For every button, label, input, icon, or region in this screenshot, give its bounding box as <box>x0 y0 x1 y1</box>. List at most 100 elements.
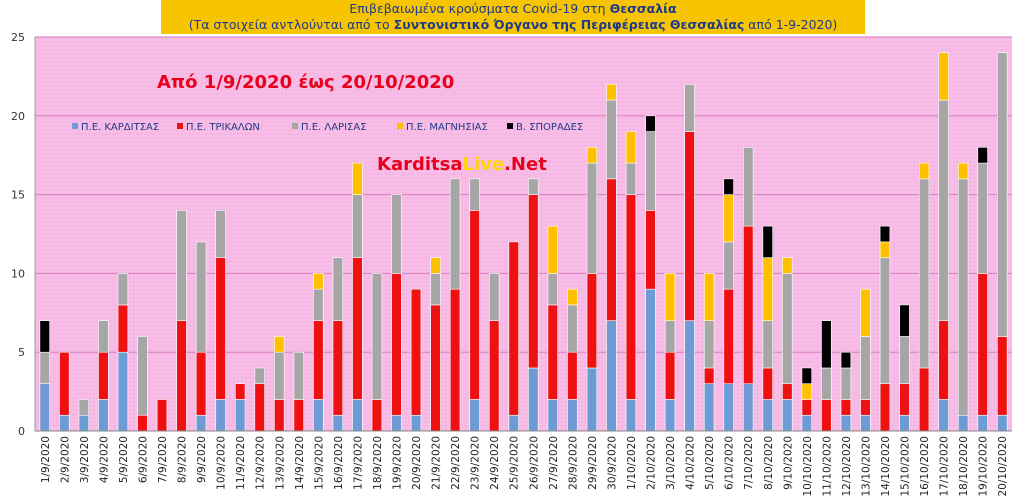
bar-segment-1-15 <box>332 320 344 416</box>
x-tick-label: 17/9/2020 <box>352 436 364 490</box>
x-tick-label: 20/10/2020 <box>997 436 1009 497</box>
x-tick-label: 24/9/2020 <box>489 436 501 490</box>
x-tick-label: 3/9/2020 <box>79 436 91 483</box>
bar-segment-0-18 <box>391 414 402 432</box>
bar-segment-2-13 <box>293 351 304 400</box>
bar-segment-0-22 <box>469 399 480 432</box>
bar-segment-1-30 <box>625 194 637 400</box>
bar-segment-0-16 <box>352 399 363 432</box>
bar-segment-0-38 <box>782 399 793 432</box>
bar-segment-1-33 <box>684 131 695 321</box>
x-axis: 1/9/2020 2/9/2020 3/9/2020 4/9/2020 5/9/2020… <box>35 430 1012 497</box>
bar-segment-1-14 <box>313 320 324 400</box>
bar-segment-2-32 <box>664 320 676 353</box>
bar-segment-2-48 <box>977 162 988 274</box>
bar-segment-3-30 <box>625 131 637 164</box>
x-tick-label: 16/9/2020 <box>333 436 345 490</box>
bar-segment-0-0 <box>39 383 50 432</box>
brand-part-1: Karditsa <box>377 154 463 175</box>
bar-segment-2-30 <box>625 162 637 195</box>
x-tick-label: 22/9/2020 <box>450 436 462 490</box>
legend-label: Π.Ε. ΚΑΡΔΙΤΣΑΣ <box>81 122 159 133</box>
bar-segment-0-2 <box>78 414 90 432</box>
bar-segment-2-46 <box>938 99 949 321</box>
x-tick-label: 5/10/2020 <box>704 436 716 490</box>
bar-segment-1-37 <box>762 367 773 400</box>
bar-segment-3-38 <box>782 257 793 274</box>
bar-segment-0-31 <box>645 288 656 432</box>
bar-segment-1-12 <box>274 399 285 432</box>
bar-segment-1-1 <box>59 351 70 416</box>
x-tick-label: 28/9/2020 <box>567 436 579 490</box>
bar-segment-3-45 <box>918 162 930 180</box>
x-tick-label: 11/9/2020 <box>235 436 247 490</box>
bar-segment-2-49 <box>997 52 1008 337</box>
bar-segment-2-11 <box>254 367 265 385</box>
date-range-annotation: Από 1/9/2020 έως 20/10/2020 <box>157 72 454 93</box>
y-axis: 0 5 10 15 20 25 <box>11 31 36 438</box>
legend-label: Π.Ε. ΤΡΙΚΑΛΩΝ <box>186 122 260 133</box>
bar-segment-1-18 <box>391 273 402 416</box>
bar-segment-2-3 <box>98 320 109 353</box>
bar-segment-1-5 <box>137 414 148 432</box>
bar-segment-1-23 <box>489 320 500 432</box>
legend-swatch <box>177 123 183 129</box>
bar-segment-1-39 <box>801 399 813 416</box>
bar-segment-1-42 <box>860 399 871 416</box>
x-tick-label: 11/10/2020 <box>821 436 833 497</box>
bar-segment-1-31 <box>645 210 656 290</box>
bar-segment-3-46 <box>938 52 949 101</box>
bar-segment-4-48 <box>977 147 988 164</box>
bar-segment-0-10 <box>234 399 246 432</box>
x-tick-label: 19/9/2020 <box>391 436 403 490</box>
bar-segment-3-32 <box>664 273 676 321</box>
bar-segment-3-16 <box>352 162 363 195</box>
x-tick-label: 7/10/2020 <box>743 436 755 490</box>
bar-segment-0-48 <box>977 414 988 432</box>
x-tick-label: 9/9/2020 <box>196 436 208 483</box>
y-tick-label: 0 <box>18 425 25 438</box>
bar-segment-3-39 <box>801 383 813 400</box>
bar-segment-1-9 <box>215 257 226 400</box>
title-line-1: Επιβεβαιωμένα κρούσματα Covid-19 στη Θεσ… <box>161 1 865 17</box>
title-line-2: (Τα στοιχεία αντλούνται από το Συντονιστ… <box>161 17 865 33</box>
bar-segment-0-26 <box>547 399 558 432</box>
x-tick-label: 12/9/2020 <box>255 436 267 490</box>
bar-segment-0-34 <box>703 383 715 432</box>
bar-segment-0-25 <box>528 367 539 432</box>
y-tick-label: 5 <box>18 346 25 359</box>
x-tick-label: 23/9/2020 <box>470 436 482 490</box>
bar-segment-1-34 <box>703 367 715 385</box>
x-tick-label: 16/10/2020 <box>919 436 931 497</box>
x-tick-label: 3/10/2020 <box>665 436 677 490</box>
x-tick-label: 1/9/2020 <box>40 436 52 483</box>
x-tick-label: 15/9/2020 <box>313 436 325 490</box>
bar-segment-0-19 <box>410 414 422 432</box>
bar-segment-1-22 <box>469 210 480 400</box>
bar-segment-0-49 <box>997 414 1008 432</box>
x-tick-label: 13/9/2020 <box>274 436 286 490</box>
bar-segment-4-43 <box>879 225 891 243</box>
bar-segment-2-8 <box>195 241 207 353</box>
legend-swatch <box>507 123 513 129</box>
x-tick-label: 14/10/2020 <box>880 436 892 497</box>
x-tick-label: 12/10/2020 <box>841 436 853 497</box>
bar-segment-4-40 <box>821 320 832 369</box>
bar-segment-1-10 <box>234 383 246 400</box>
bar-segment-2-47 <box>957 178 969 416</box>
title-line-1-region: Θεσσαλία <box>609 1 677 16</box>
bar-segment-1-45 <box>918 367 930 432</box>
bar-segment-1-8 <box>195 351 207 416</box>
bar-segment-2-7 <box>176 210 187 321</box>
bar-segment-0-14 <box>313 399 324 432</box>
bar-segment-1-4 <box>117 304 129 353</box>
bar-segment-2-37 <box>762 320 773 369</box>
x-tick-label: 1/10/2020 <box>626 436 638 490</box>
bar-segment-2-31 <box>645 131 656 211</box>
legend-swatch <box>72 123 78 129</box>
x-tick-label: 14/9/2020 <box>294 436 306 490</box>
bar-segment-0-29 <box>606 320 617 432</box>
bar-segment-0-33 <box>684 320 695 432</box>
x-tick-label: 25/9/2020 <box>509 436 521 490</box>
bar-segment-1-32 <box>664 351 676 400</box>
